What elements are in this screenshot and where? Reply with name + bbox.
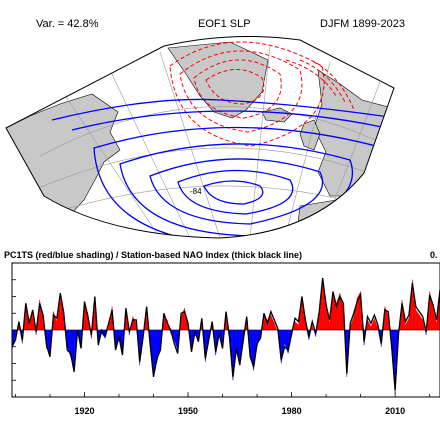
x-tick-label: 1920 [74,406,94,416]
x-tick-label: 2010 [385,406,405,416]
pc1-shading [11,279,440,394]
x-tick-labels: 1920 1950 1980 2010 [74,406,405,416]
x-tick-label: 1980 [282,406,302,416]
land-britain [299,119,321,151]
timeseries-corner-text: 0. [430,250,438,260]
variance-label: Var. = 42.8% [36,18,99,30]
season-label: DJFM 1899-2023 [320,18,405,30]
timeseries-title: PC1TS (red/blue shading) / Station-based… [4,250,303,260]
timeseries-axes [11,262,440,398]
pc1-area-segment [415,309,420,331]
nao-index-line [11,277,440,391]
negative-contours [51,98,394,239]
contour-label: -84 [190,187,202,196]
map-frame [5,36,395,239]
pc1-area-segment [53,311,58,331]
x-tick-label: 1950 [178,406,198,416]
map-title: EOF1 SLP [198,18,251,30]
pc1-area-segment [294,321,299,331]
eof-map: -84 [5,36,395,239]
pc1-area-segment [132,316,137,331]
positive-contours [169,41,355,147]
nao-index-line [11,277,440,391]
